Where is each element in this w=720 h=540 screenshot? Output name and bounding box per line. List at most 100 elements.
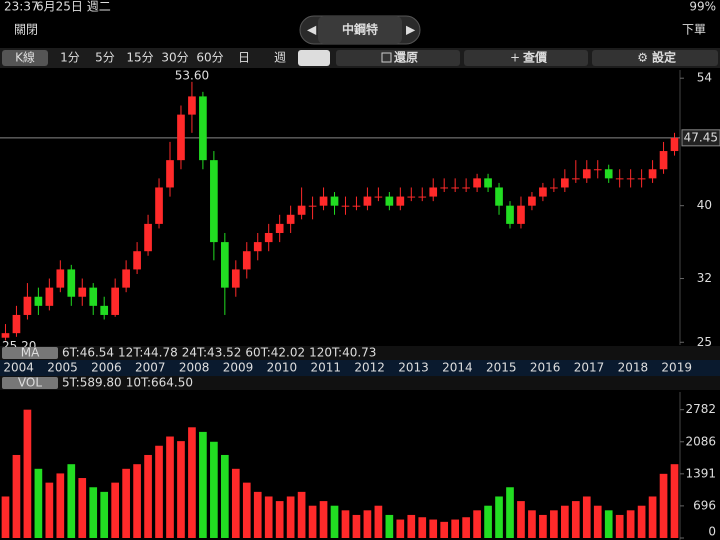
volume-bar: [407, 514, 416, 538]
volume-bar: [23, 409, 32, 538]
candle-body: [67, 269, 76, 297]
year-label: 2004: [3, 361, 34, 375]
candle-body: [604, 169, 613, 179]
year-label: 2012: [354, 361, 385, 375]
vol-legend-item: 10T:664.50: [126, 376, 193, 390]
tab[interactable]: 30分: [161, 51, 188, 65]
y-tick-label: 40: [697, 198, 712, 212]
tab[interactable]: 1分: [60, 51, 80, 65]
volume-bar: [352, 514, 361, 538]
candle-body: [330, 196, 339, 206]
volume-bar: [484, 505, 492, 538]
vol-tick-label: 696: [693, 498, 716, 512]
candle-body: [539, 187, 547, 197]
candle-body: [89, 287, 98, 306]
candle-body: [571, 178, 580, 180]
year-label: 2011: [310, 361, 341, 375]
prev-arrow[interactable]: ◀: [307, 23, 317, 37]
volume-bar: [374, 505, 383, 538]
ma-legend-item: 12T:44.78: [118, 346, 178, 360]
year-label: 2016: [530, 361, 561, 375]
high-label: 53.60: [175, 68, 209, 82]
candle-body: [78, 287, 87, 297]
ma-legend-item: 6T:46.54: [62, 346, 114, 360]
tab[interactable]: 日: [238, 51, 250, 65]
year-label: 2005: [47, 361, 78, 375]
volume-bar: [385, 514, 394, 538]
volume-bar: [177, 441, 185, 538]
candle-body: [264, 232, 273, 243]
gear-icon: ⚙: [637, 51, 648, 65]
candle-body: [210, 160, 218, 243]
volume-bar: [648, 496, 657, 538]
nav-title[interactable]: 中鋼特: [342, 22, 378, 37]
volume-bar: [210, 441, 218, 538]
status-time: 23:37: [4, 0, 39, 14]
volume-bar: [308, 505, 317, 538]
volume-bar: [1, 496, 10, 538]
tab[interactable]: K線: [15, 50, 35, 65]
plus-icon: +: [510, 51, 520, 65]
candle-body: [100, 305, 109, 315]
candle-body: [484, 178, 492, 188]
candle-body: [144, 223, 152, 252]
year-row: [0, 360, 720, 376]
tab[interactable]: 月: [308, 51, 320, 65]
volume-bar: [188, 427, 196, 538]
candle-body: [1, 333, 10, 338]
next-arrow[interactable]: ▶: [406, 23, 416, 37]
volume-bar: [571, 501, 580, 538]
volume-bar: [593, 505, 602, 538]
candle-body: [517, 205, 525, 224]
volume-bar: [122, 468, 130, 538]
candle-body: [308, 205, 317, 207]
candle-body: [561, 178, 569, 188]
candle-body: [111, 287, 119, 315]
candle-body: [418, 196, 427, 198]
candle-body: [34, 296, 43, 306]
ma-title-box: [2, 347, 58, 359]
toolbar-button[interactable]: 設定: [652, 50, 676, 65]
status-battery: 99%: [689, 0, 716, 14]
toolbar-button[interactable]: 查價: [522, 50, 548, 65]
close-button[interactable]: 關閉: [14, 23, 38, 37]
candle-body: [407, 196, 416, 198]
candle-body: [495, 187, 503, 206]
candle-body: [670, 137, 679, 152]
tab[interactable]: 15分: [126, 51, 153, 65]
candle-body: [593, 169, 602, 171]
year-label: 2008: [179, 361, 210, 375]
settings-button-bg: [592, 50, 718, 66]
toolbar-button[interactable]: 還原: [394, 50, 418, 65]
year-label: 2007: [135, 361, 166, 375]
volume-bar: [615, 514, 624, 538]
volume-bar: [462, 517, 470, 538]
volume-bar: [626, 510, 635, 538]
candle-body: [275, 223, 284, 233]
year-label: 2014: [442, 361, 473, 375]
title-box: [318, 16, 402, 44]
year-label: 2010: [267, 361, 298, 375]
volume-bar: [451, 519, 459, 538]
checkbox[interactable]: [381, 52, 392, 63]
tab[interactable]: 60分: [196, 51, 223, 65]
candle-body: [385, 196, 394, 206]
volume-bar: [34, 468, 43, 538]
ma-legend-item: 120T:40.73: [309, 346, 376, 360]
candle-body: [297, 205, 306, 215]
tab[interactable]: 週: [274, 51, 286, 65]
candle-body: [177, 114, 185, 161]
tab[interactable]: 5分: [95, 51, 115, 65]
volume-bar: [12, 454, 21, 538]
volume-bar: [100, 491, 109, 538]
order-button[interactable]: 下單: [682, 23, 706, 37]
restore-button-bg: [336, 50, 460, 66]
volume-bar: [111, 482, 119, 538]
volume-bar: [286, 496, 295, 538]
candle-body: [231, 269, 240, 288]
volume-bar: [297, 491, 306, 538]
volume-bar: [506, 487, 514, 538]
candle-body: [659, 151, 668, 170]
candle-body: [221, 242, 229, 288]
